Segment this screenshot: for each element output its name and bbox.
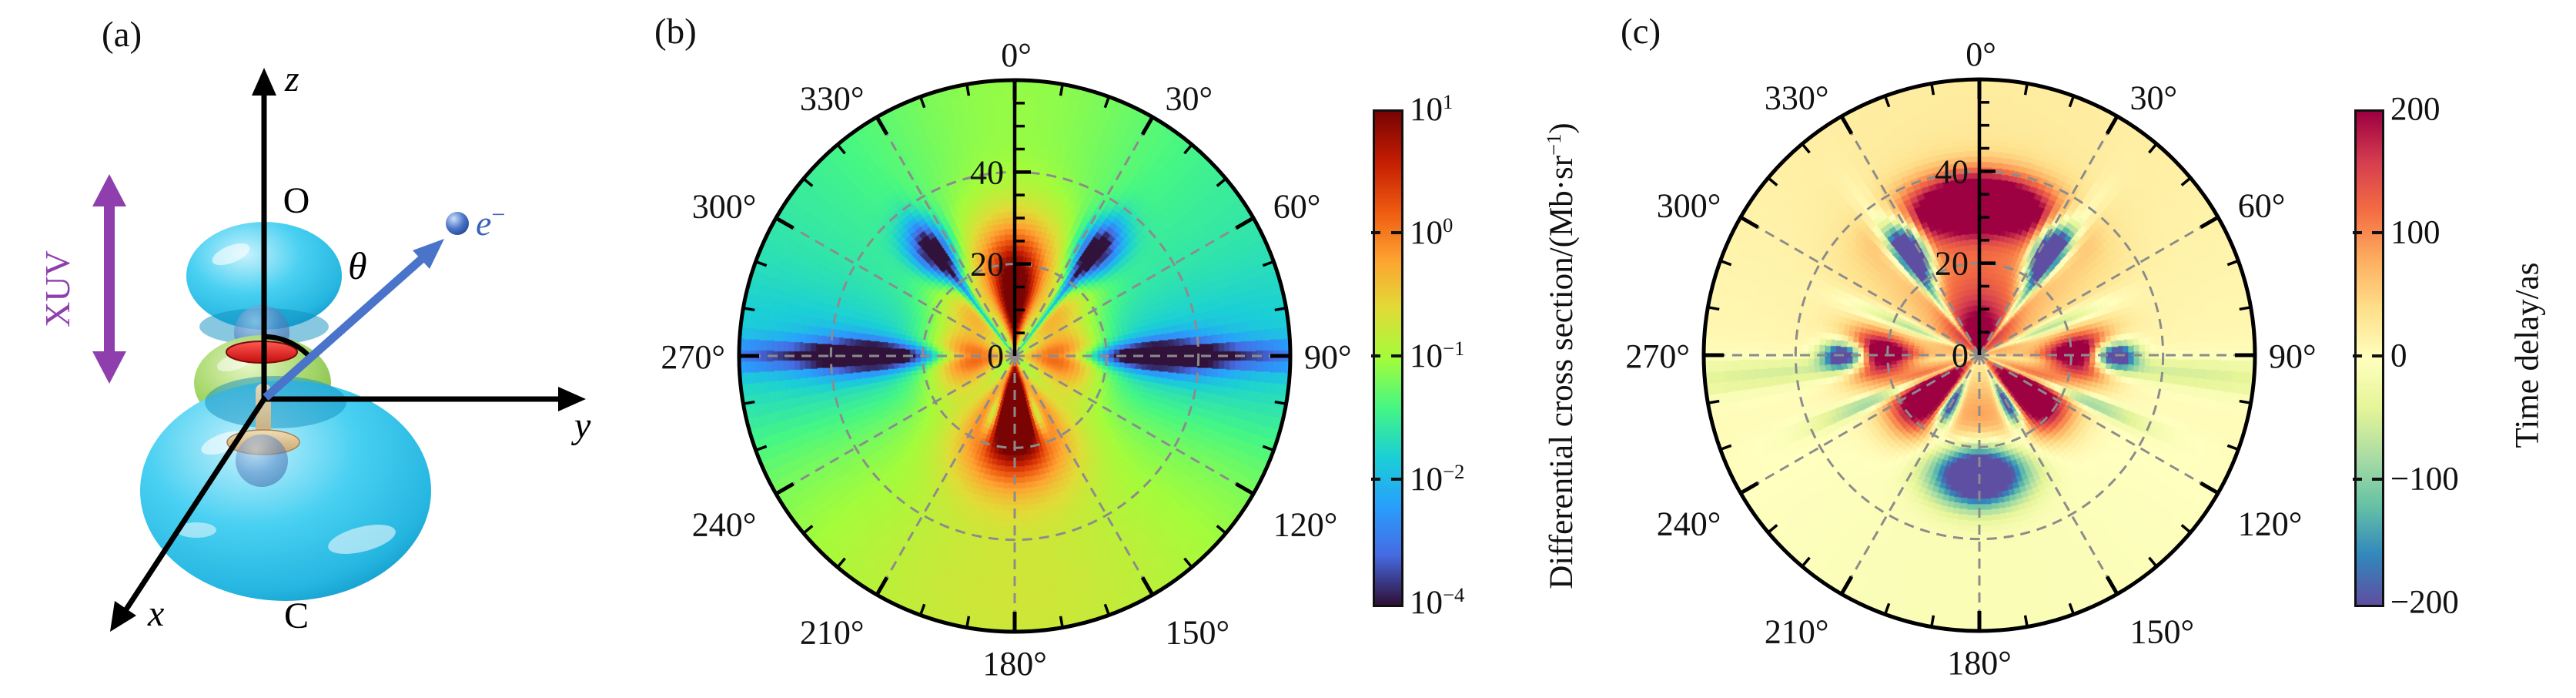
z-axis-label: z [284, 59, 299, 99]
highlight [328, 525, 396, 554]
colorbar-c-tick [2353, 354, 2362, 357]
colorbar-tick-exp: −4 [1443, 582, 1465, 606]
electron-sphere [446, 212, 469, 235]
y-axis-arrowhead [558, 387, 586, 411]
angle-label: 270° [661, 338, 725, 376]
xuv-arrowhead-up [92, 174, 126, 206]
colorbar-tick-base: 10 [1410, 585, 1443, 622]
blue-sphere-bottom [236, 435, 288, 487]
colorbar-tick-base: 10 [1410, 338, 1443, 375]
electron-arrowhead [413, 239, 444, 269]
oxygen-label: O [283, 180, 310, 221]
colorbar-tick-exp: −1 [1443, 336, 1465, 360]
polar-heatmap-c [1704, 79, 2255, 631]
carbon-label: C [284, 596, 309, 636]
electron-label: e− [476, 200, 505, 243]
xuv-label: XUV [38, 250, 77, 327]
colorbar-b-tick [1391, 478, 1402, 481]
angle-label: 270° [1625, 337, 1690, 375]
panel-a-scene: z y x O C θ XUV e− [38, 59, 591, 636]
panel-a-letter: (a) [102, 15, 142, 55]
colorbar-b-tick [1391, 354, 1402, 357]
electron-arrow-shaft [263, 254, 426, 401]
colorbar-c-tick-label: −100 [2390, 461, 2459, 498]
angle-label: 90° [1304, 338, 1352, 376]
orbital-isosurface [140, 222, 431, 601]
colorbar-c-tick [2353, 231, 2362, 234]
colorbar-c-title-text: Time delay/as [2509, 262, 2546, 448]
colorbar-c [2354, 109, 2384, 607]
colorbar-c-tick-label: 100 [2390, 214, 2441, 251]
colorbar-b-tick [1371, 231, 1380, 234]
highlight [212, 243, 250, 266]
highlight [176, 522, 216, 538]
colorbar-tick-exp: −2 [1443, 459, 1465, 483]
xuv-arrow [92, 174, 126, 384]
x-axis [119, 398, 266, 618]
colorbar-b-title: Differential cross section/(Mb·sr−1) [1542, 122, 1581, 589]
polar-heatmap-b [739, 80, 1290, 632]
colorbar-b-tick [1371, 478, 1380, 481]
colorbar-b-title-close: ) [1544, 122, 1581, 134]
colorbar-c-tick [2372, 354, 2383, 357]
xuv-arrowhead-down [92, 351, 126, 384]
y-axis-label: y [570, 405, 591, 446]
colorbar-c-tick [2372, 478, 2383, 481]
angle-label: 180° [1947, 644, 2012, 682]
colorbar-tick-exp: 0 [1443, 213, 1454, 237]
colorbar-b-tick [1371, 354, 1380, 357]
colorbar-c-tick-label: 0 [2390, 337, 2407, 374]
z-axis-arrowhead [252, 68, 276, 96]
electron-label-sup: − [491, 200, 505, 228]
theta-label: θ [348, 244, 367, 287]
colorbar-tick-exp: 1 [1443, 89, 1454, 113]
angle-label: 0° [1965, 35, 1996, 73]
colorbar-b-tick-label: 101 [1410, 90, 1453, 129]
coordinate-axes [119, 86, 566, 618]
colorbar-tick-base: 10 [1410, 461, 1443, 498]
colorbar-c-tick [2372, 231, 2383, 234]
x-axis-label: x [147, 593, 164, 634]
angle-label: 0° [1001, 36, 1032, 74]
colorbar-c-tick-label: −200 [2390, 584, 2459, 621]
colorbar-c-title: Time delay/as [2509, 263, 2547, 448]
colorbar-b-gradient [1375, 112, 1401, 605]
cyan-torus-dimple [205, 376, 346, 428]
angle-label: 180° [982, 645, 1047, 683]
panel-c-letter: (c) [1621, 12, 1661, 52]
colorbar-b-tick-label: 100 [1410, 213, 1453, 252]
colorbar-c-tick [2353, 478, 2362, 481]
panel-b-letter: (b) [654, 12, 697, 52]
x-axis-arrowhead [110, 601, 136, 632]
colorbar-b-title-text: Differential cross section/(Mb·sr [1544, 155, 1581, 589]
colorbar-b-tick-label: 10−1 [1410, 337, 1464, 375]
colorbar-b [1373, 109, 1403, 607]
colorbar-c-tick-label: 200 [2390, 91, 2441, 128]
colorbar-b-tick [1391, 231, 1402, 234]
colorbar-c-gradient [2357, 112, 2382, 605]
colorbar-b-title-sup: −1 [1541, 133, 1565, 156]
theta-arc [263, 334, 313, 360]
angle-label: 90° [2269, 337, 2317, 375]
colorbar-b-tick-label: 10−2 [1410, 460, 1464, 498]
colorbar-tick-base: 10 [1410, 215, 1443, 252]
colorbar-b-tick-label: 10−4 [1410, 583, 1464, 622]
electron-label-base: e [476, 203, 491, 243]
colorbar-tick-base: 10 [1410, 92, 1443, 129]
